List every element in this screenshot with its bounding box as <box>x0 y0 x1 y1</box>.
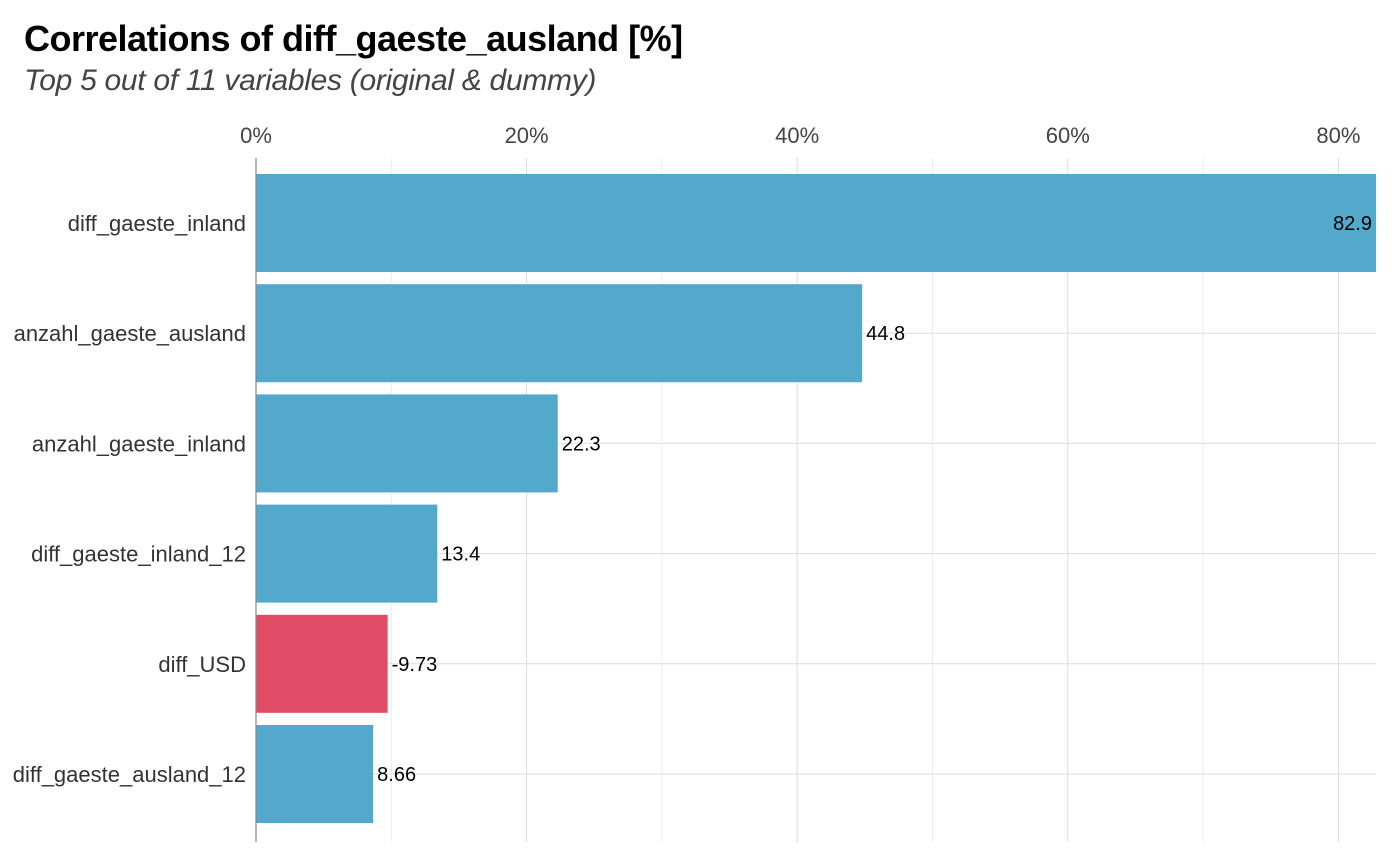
y-category-label: anzahl_gaeste_inland <box>32 431 246 456</box>
bar <box>256 614 388 713</box>
chart-subtitle: Top 5 out of 11 variables (original & du… <box>24 64 597 97</box>
chart-title: Correlations of diff_gaeste_ausland [%] <box>24 18 683 59</box>
data-label: 44.8 <box>866 323 905 345</box>
axis-layer: 0% 20% 40% 60% 80% diff_gaeste_inland 82.9 anza… <box>13 123 1372 842</box>
data-label: 82.9 <box>1333 213 1372 235</box>
x-tick-label: 0% <box>240 123 272 148</box>
y-category-label: diff_gaeste_inland <box>68 211 246 236</box>
data-label: 8.66 <box>377 764 416 786</box>
bar <box>256 394 558 493</box>
x-tick-label: 40% <box>775 123 819 148</box>
data-label: 22.3 <box>562 433 601 455</box>
y-category-label: diff_gaeste_ausland_12 <box>13 762 246 787</box>
data-label: 13.4 <box>441 544 480 566</box>
bar-layer <box>256 174 1376 823</box>
y-category-label: diff_USD <box>158 652 246 677</box>
x-tick-label: 60% <box>1046 123 1090 148</box>
bar <box>256 725 374 823</box>
x-tick-label: 20% <box>505 123 549 148</box>
data-label: -9.73 <box>392 654 438 676</box>
y-category-label: diff_gaeste_inland_12 <box>31 542 246 567</box>
x-tick-label: 80% <box>1316 123 1360 148</box>
bar <box>256 174 1376 272</box>
bar <box>256 504 438 603</box>
bar <box>256 284 863 383</box>
y-category-label: anzahl_gaeste_ausland <box>14 321 246 346</box>
